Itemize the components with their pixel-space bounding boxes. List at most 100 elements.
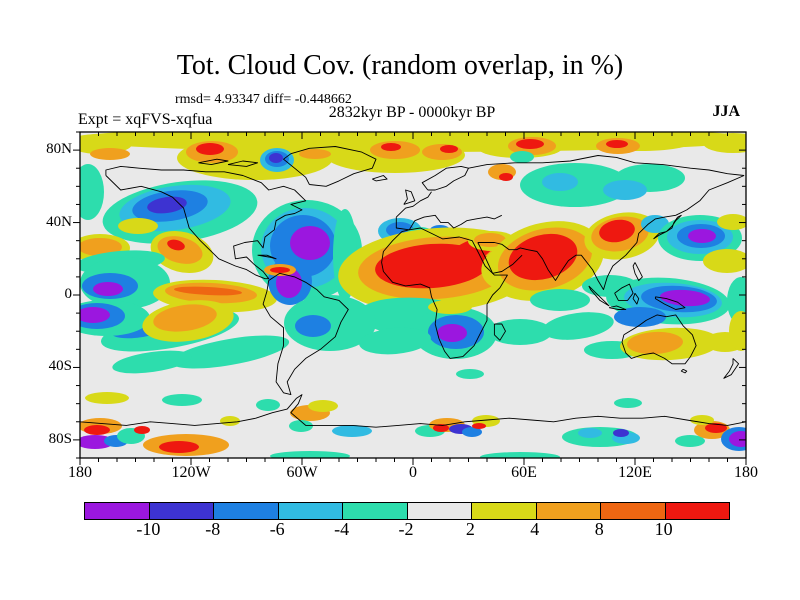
coastline [80,394,746,428]
coastline [283,146,377,187]
contour-blob [675,435,705,447]
coastline [588,285,610,307]
x-axis-label: 0 [409,464,417,481]
x-axis-label: 120E [618,464,652,481]
contour-blob [705,423,727,433]
colorbar-segment [601,503,666,519]
contour-blob [542,173,578,191]
contour-blob [134,426,150,434]
contour-blob [270,451,350,458]
contour-blob [613,429,629,437]
contour-blob [80,307,110,323]
colorbar-label: 10 [654,519,673,539]
colorbar-segment [149,503,214,519]
y-axis-label: 0 [64,286,73,302]
contour-blob [170,335,290,369]
contour-blob [118,218,158,234]
contour-blob [428,300,472,314]
contour-blob [462,427,482,437]
y-axis-label: 40N [46,213,72,230]
coastline [632,292,640,305]
contour-blob [510,151,534,163]
colorbar-segment [278,503,343,519]
season-label: JJA [712,103,740,120]
coastline [723,358,740,379]
coastline [608,305,627,310]
stats-label: rmsd= 4.93347 diff= -0.448662 [175,92,352,107]
contour-blob [381,143,401,151]
coastline [257,254,277,260]
colorbar-segment [407,503,472,519]
colorbar-label: -6 [269,519,285,539]
x-axis-label: 120W [171,464,211,481]
contour-blob [153,304,217,332]
contour-blob [614,398,642,408]
x-axis-label: 60W [286,464,318,481]
coastline [493,323,506,341]
contour-blob [174,286,242,296]
contour-blob [729,311,746,351]
colorbar-label: -4 [334,519,350,539]
coastline [632,262,643,281]
contour-blob [85,392,129,404]
contour-blob [703,249,746,273]
x-axis-label: 180 [68,464,92,481]
colorbar-label: 2 [465,519,475,539]
x-axis-label: 180 [734,464,758,481]
coastline [262,272,349,396]
coastline [621,314,697,365]
y-axis-label: 40S [48,358,72,375]
contour-blob [480,452,560,458]
contour-blob [729,431,746,447]
contour-blob [308,400,338,412]
contour-blob [112,350,192,374]
contour-blob [530,289,590,311]
contour-blob [433,424,449,432]
contour-blob [147,196,187,214]
coastline [614,283,634,301]
contour-blob [690,415,714,425]
colorbar-segment [85,503,150,519]
contour-blob [93,282,123,296]
contour-blob [162,394,202,406]
contour-blob [508,233,578,281]
experiment-label: Expt = xqFVS-xqfua [78,111,213,128]
contour-blob [437,324,467,342]
contour-blob [516,139,544,149]
x-axis-label: 60E [511,464,537,481]
y-axis-label: 80S [48,430,72,447]
contour-blob [90,148,130,160]
coastline [381,227,508,359]
contour-blob [270,267,290,273]
contour-blob [84,425,110,435]
contour-blob [614,307,666,327]
contour-blob [332,425,372,437]
contour-blob [80,238,122,256]
coastline [403,189,416,205]
coastline [395,214,502,231]
contour-blob [660,289,710,307]
colorbar-segment [214,503,279,519]
y-axis-label: 80N [46,141,72,158]
contour-blob [269,153,283,163]
coastline [227,160,259,167]
contour-blob [578,428,602,438]
contour-blob [196,143,224,155]
contour-blob [359,327,431,355]
contour-blob [688,229,716,243]
contour-blob [289,420,313,432]
colorbar-label: -10 [136,519,161,539]
contour-blob [290,226,330,260]
contour-blob [167,239,185,251]
colorbar-segment [536,503,601,519]
colorbar-segment [343,503,408,519]
contour-blob [606,140,628,148]
contour-blob [488,319,552,345]
contour-blob [422,144,462,160]
contour-blob [256,399,280,411]
contour-blob [627,331,683,355]
colorbar-label: -2 [398,519,414,539]
contour-blob [159,441,199,453]
